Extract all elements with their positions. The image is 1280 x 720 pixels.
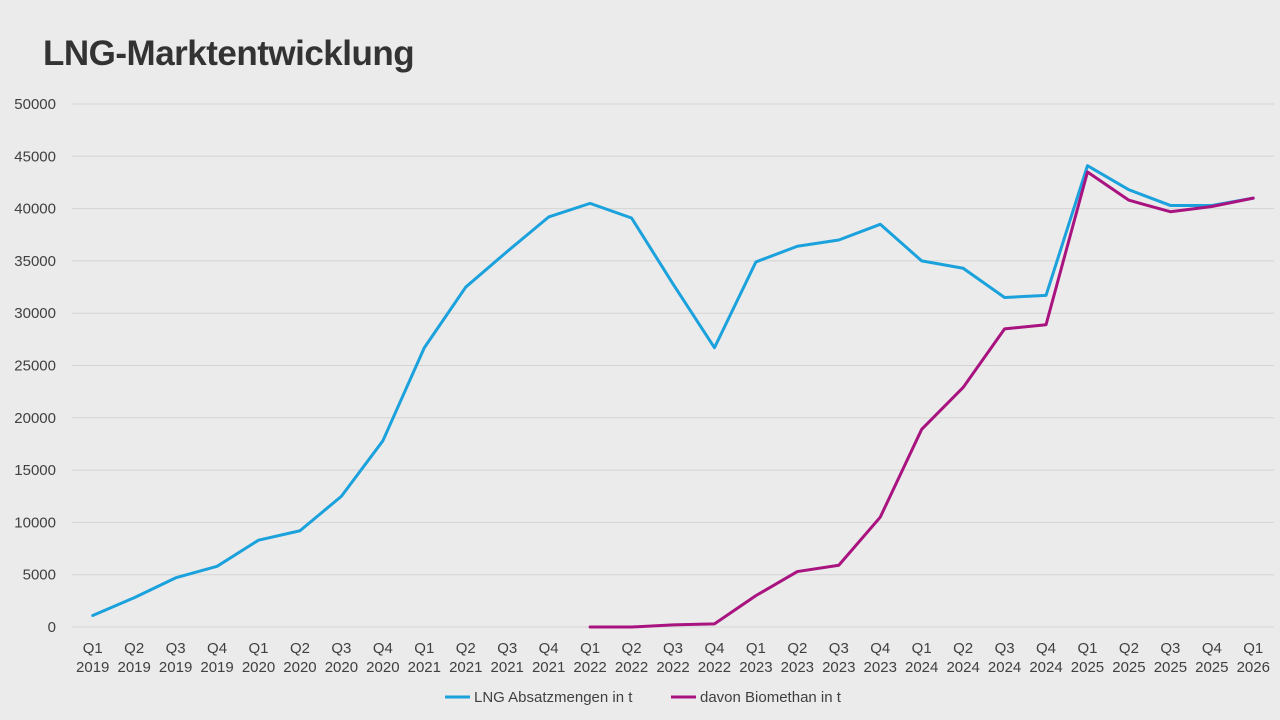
x-tick-label-year: 2023 [781,659,814,676]
y-tick-label: 10000 [14,514,56,531]
legend: LNG Absatzmengen in t davon Biomethan in … [445,689,842,706]
x-tick-label-year: 2023 [822,659,855,676]
x-tick-label-quarter: Q3 [1160,640,1180,657]
x-tick-label-year: 2019 [200,659,233,676]
y-tick-label: 5000 [23,567,56,584]
x-tick-label-year: 2022 [573,659,606,676]
x-tick-label-quarter: Q2 [290,640,310,657]
x-tick-label-quarter: Q1 [580,640,600,657]
x-tick-label-year: 2020 [366,659,399,676]
grid-lines [72,103,1274,628]
x-tick-label-year: 2020 [283,659,316,676]
x-tick-label-quarter: Q3 [166,640,186,657]
x-tick-label-quarter: Q4 [1202,640,1222,657]
x-tick-label-quarter: Q1 [1243,640,1263,657]
x-tick-label-quarter: Q4 [704,640,724,657]
y-tick-label: 0 [48,619,56,636]
x-tick-label-quarter: Q2 [124,640,144,657]
x-tick-label-year: 2019 [117,659,150,676]
x-tick-label-year: 2019 [159,659,192,676]
x-axis-ticks: Q1 2019 Q2 2019 Q3 2019 Q4 2019 Q1 2020 Q2 2020 Q3 20… [76,640,1270,676]
y-tick-label: 35000 [14,253,56,270]
x-tick-label-year: 2024 [905,659,938,676]
x-tick-label-year: 2025 [1154,659,1187,676]
x-tick-label-quarter: Q3 [663,640,683,657]
series-lines [91,164,1255,629]
x-tick-label-quarter: Q2 [1119,640,1139,657]
x-tick-label-year: 2019 [76,659,109,676]
x-tick-label-year: 2025 [1195,659,1228,676]
y-tick-label: 30000 [14,305,56,322]
x-tick-label-quarter: Q1 [1077,640,1097,657]
x-tick-label-quarter: Q4 [207,640,227,657]
x-tick-label-quarter: Q4 [870,640,890,657]
x-tick-label-year: 2022 [698,659,731,676]
y-tick-label: 20000 [14,410,56,427]
x-tick-label-year: 2021 [532,659,565,676]
x-tick-label-year: 2026 [1237,659,1270,676]
x-tick-label-year: 2022 [656,659,689,676]
x-tick-label-year: 2022 [615,659,648,676]
x-tick-label-quarter: Q1 [746,640,766,657]
legend-label-2: davon Biomethan in t [700,689,842,706]
x-tick-label-quarter: Q2 [456,640,476,657]
x-tick-label-quarter: Q2 [953,640,973,657]
x-tick-label-quarter: Q4 [373,640,393,657]
y-tick-label: 25000 [14,358,56,375]
x-tick-label-quarter: Q4 [539,640,559,657]
x-tick-label-year: 2021 [449,659,482,676]
x-tick-label-quarter: Q1 [83,640,103,657]
x-tick-label-year: 2024 [946,659,979,676]
y-axis-ticks: 0 5000 10000 15000 20000 25000 30000 35000 40000… [14,96,56,636]
x-tick-label-quarter: Q1 [912,640,932,657]
x-tick-label-quarter: Q1 [414,640,434,657]
y-tick-label: 15000 [14,462,56,479]
x-tick-label-quarter: Q3 [995,640,1015,657]
x-tick-label-year: 2023 [864,659,897,676]
y-tick-label: 45000 [14,148,56,165]
x-tick-label-quarter: Q4 [1036,640,1056,657]
x-tick-label-quarter: Q3 [829,640,849,657]
x-tick-label-year: 2021 [408,659,441,676]
x-tick-label-year: 2023 [739,659,772,676]
x-tick-label-year: 2020 [325,659,358,676]
x-tick-label-quarter: Q3 [497,640,517,657]
chart-title: LNG-Marktentwicklung [43,34,415,73]
y-tick-label: 40000 [14,201,56,218]
series-line-2 [588,170,1255,629]
x-tick-label-year: 2024 [1029,659,1062,676]
legend-label-1: LNG Absatzmengen in t [474,689,633,706]
x-tick-label-year: 2020 [242,659,275,676]
x-tick-label-year: 2024 [988,659,1021,676]
x-tick-label-year: 2021 [491,659,524,676]
x-tick-label-quarter: Q3 [331,640,351,657]
y-tick-label: 50000 [14,96,56,113]
x-tick-label-quarter: Q1 [249,640,269,657]
x-tick-label-year: 2025 [1071,659,1104,676]
series-line-1 [91,164,1255,617]
x-tick-label-quarter: Q2 [787,640,807,657]
x-tick-label-year: 2025 [1112,659,1145,676]
x-tick-label-quarter: Q2 [622,640,642,657]
